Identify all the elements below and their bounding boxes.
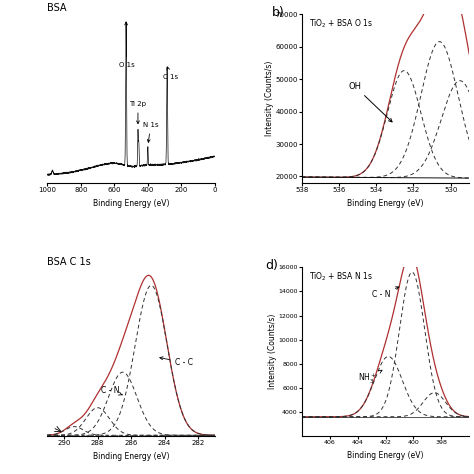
Text: BSA: BSA: [47, 3, 67, 13]
Text: N 1s: N 1s: [143, 122, 158, 142]
Text: NH$_3^+$: NH$_3^+$: [358, 370, 382, 386]
Text: BSA C 1s: BSA C 1s: [47, 256, 91, 266]
X-axis label: Binding Energy (eV): Binding Energy (eV): [347, 451, 424, 460]
Text: C - N: C - N: [372, 287, 399, 300]
X-axis label: Binding Energy (eV): Binding Energy (eV): [93, 452, 169, 461]
Text: TiO$_2$ + BSA O 1s: TiO$_2$ + BSA O 1s: [309, 17, 373, 29]
Text: C - C: C - C: [160, 357, 192, 367]
X-axis label: Binding Energy (eV): Binding Energy (eV): [93, 199, 169, 208]
Text: C 1s: C 1s: [163, 67, 178, 80]
Text: Ti 2p: Ti 2p: [129, 101, 146, 124]
Text: O 1s: O 1s: [118, 22, 134, 68]
Y-axis label: Intensity (Counts/s): Intensity (Counts/s): [268, 314, 277, 390]
Text: d): d): [265, 259, 278, 272]
Y-axis label: Intensity (Counts/s): Intensity (Counts/s): [265, 61, 274, 137]
Text: TiO$_2$ + BSA N 1s: TiO$_2$ + BSA N 1s: [309, 270, 373, 283]
Text: C - N: C - N: [101, 386, 122, 395]
X-axis label: Binding Energy (eV): Binding Energy (eV): [347, 199, 424, 208]
Text: OH: OH: [348, 82, 392, 122]
Text: b): b): [272, 6, 284, 19]
